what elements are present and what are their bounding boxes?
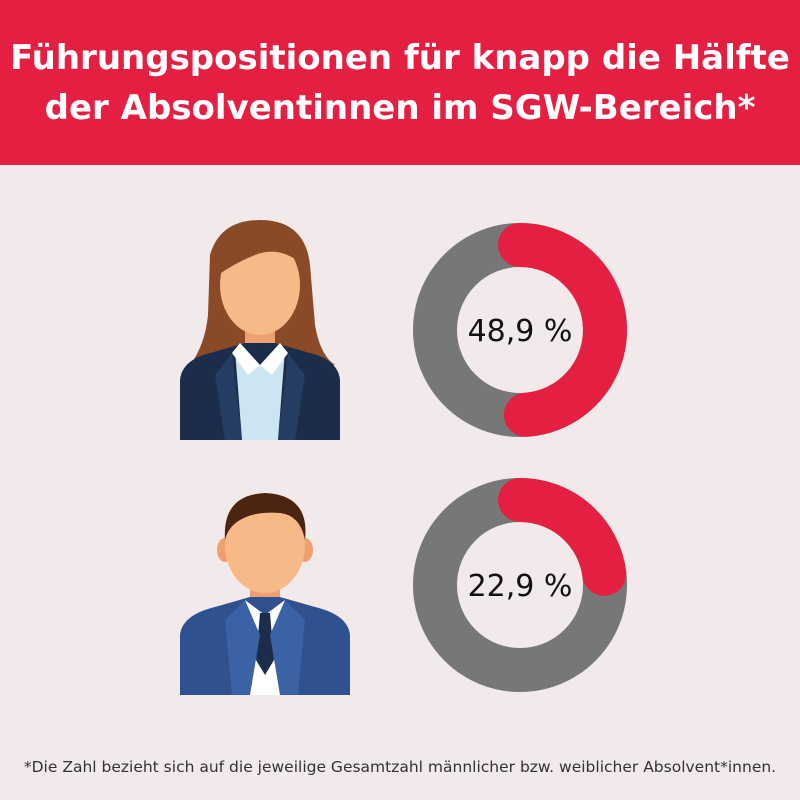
- header-banner: Führungspositionen für knapp die Hälfte …: [0, 0, 800, 165]
- title-line-1: Führungspositionen für knapp die Hälfte: [10, 37, 790, 78]
- title-line-2: der Absolventinnen im SGW-Bereich*: [44, 87, 756, 128]
- donut-chart-men: 22,9 %: [413, 478, 627, 692]
- donut-label: 22,9 %: [468, 569, 573, 604]
- donut-ring-share: [498, 478, 627, 596]
- donut-ring-share: [498, 223, 627, 437]
- footnote: *Die Zahl bezieht sich auf die jeweilige…: [23, 758, 777, 776]
- donut-label: 48,9 %: [468, 314, 573, 349]
- man-avatar-icon: [180, 493, 350, 695]
- donut-chart-women: 48,9 %: [413, 223, 627, 437]
- woman-avatar-icon: [180, 220, 340, 440]
